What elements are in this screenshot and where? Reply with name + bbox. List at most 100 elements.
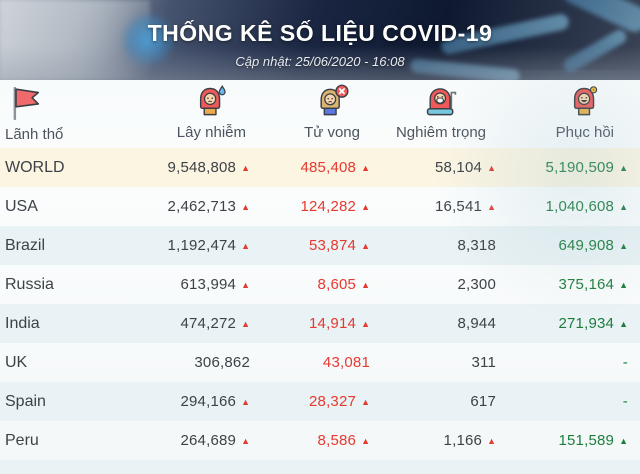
recovered-value: 151,589 bbox=[558, 431, 615, 449]
deaths-value: 485,408 bbox=[300, 158, 357, 176]
territory-cell: WORLD bbox=[5, 158, 65, 176]
deaths-cell: 53,874 ▲ bbox=[258, 237, 378, 255]
trend-up-icon: ▲ bbox=[241, 396, 250, 407]
update-timestamp: Cập nhật: 25/06/2020 - 16:08 bbox=[235, 54, 405, 69]
trend-up-icon: ▲ bbox=[241, 201, 250, 212]
serious-cell: 8,318 bbox=[378, 237, 500, 255]
trend-up-icon: ▲ bbox=[361, 162, 370, 173]
serious-value: 1,166 bbox=[443, 431, 483, 449]
deaths-cell: 8,605 ▲ bbox=[258, 276, 378, 294]
recovered-cell: 375,164 ▲ bbox=[500, 276, 640, 294]
recovered-cell: 271,934 ▲ bbox=[500, 315, 640, 333]
infected-cell: 474,272 ▲ bbox=[140, 315, 258, 333]
infected-person-icon bbox=[193, 84, 229, 120]
recovered-cell: - bbox=[500, 393, 640, 411]
recovered-value: - bbox=[622, 392, 628, 410]
serious-value: 8,318 bbox=[457, 236, 496, 254]
trend-up-icon: ▲ bbox=[241, 279, 250, 290]
serious-cell: 8,944 bbox=[378, 315, 500, 333]
deaths-cell: 14,914 ▲ bbox=[258, 315, 378, 333]
trend-up-icon: ▲ bbox=[241, 162, 250, 173]
banner-fade bbox=[0, 46, 640, 80]
trend-up-icon: ▲ bbox=[361, 240, 370, 251]
deaths-value: 43,081 bbox=[322, 353, 370, 371]
deaths-cell: 8,586 ▲ bbox=[258, 432, 378, 450]
infected-value: 2,462,713 bbox=[167, 197, 237, 215]
trend-up-icon: ▲ bbox=[241, 318, 250, 329]
table-row: Brazil 1,192,474 ▲ 53,874 ▲ 8,318 649,908 ▲ bbox=[0, 226, 640, 265]
deaths-value: 8,586 bbox=[317, 431, 357, 449]
table-row: Spain 294,166 ▲ 28,327 ▲ 617 - bbox=[0, 382, 640, 421]
serious-value: 16,541 bbox=[434, 197, 483, 215]
deaths-cell: 124,282 ▲ bbox=[258, 198, 378, 216]
infected-cell: 294,166 ▲ bbox=[140, 393, 258, 411]
serious-cell: 58,104 ▲ bbox=[378, 159, 500, 177]
recovered-person-icon bbox=[567, 84, 603, 120]
trend-up-icon: ▲ bbox=[619, 162, 628, 173]
recovered-cell: 649,908 ▲ bbox=[500, 237, 640, 255]
column-recovered: Phục hồi bbox=[500, 80, 640, 141]
infected-cell: 264,689 ▲ bbox=[140, 432, 258, 450]
table-body: WORLD 9,548,808 ▲ 485,408 ▲ 58,104 ▲ 5,190,… bbox=[0, 148, 640, 460]
territory-cell: Russia bbox=[5, 275, 54, 293]
recovered-cell: - bbox=[500, 354, 640, 372]
column-serious: Nghiêm trọng bbox=[378, 80, 500, 141]
column-label: Lãnh thổ bbox=[5, 126, 64, 143]
deceased-person-icon bbox=[314, 84, 350, 120]
table-row: India 474,272 ▲ 14,914 ▲ 8,944 271,934 ▲ bbox=[0, 304, 640, 343]
next-row-partial bbox=[0, 460, 640, 474]
table-row: Peru 264,689 ▲ 8,586 ▲ 1,166 ▲ 151,589 ▲ bbox=[0, 421, 640, 460]
recovered-value: 1,040,608 bbox=[545, 197, 615, 215]
column-label: Nghiêm trọng bbox=[395, 124, 486, 141]
trend-up-icon: ▲ bbox=[361, 435, 370, 446]
column-label: Lây nhiễm bbox=[176, 124, 246, 141]
infected-cell: 1,192,474 ▲ bbox=[140, 237, 258, 255]
territory-cell: Peru bbox=[5, 431, 39, 449]
flag-icon bbox=[5, 84, 45, 122]
deaths-cell: 43,081 bbox=[258, 354, 378, 372]
serious-cell: 1,166 ▲ bbox=[378, 432, 500, 450]
infected-value: 264,689 bbox=[180, 431, 237, 449]
table-row: Russia 613,994 ▲ 8,605 ▲ 2,300 375,164 ▲ bbox=[0, 265, 640, 304]
recovered-value: 649,908 bbox=[558, 236, 615, 254]
table-row: UK 306,862 43,081 311 - bbox=[0, 343, 640, 382]
serious-cell: 617 bbox=[378, 393, 500, 411]
recovered-cell: 1,040,608 ▲ bbox=[500, 198, 640, 216]
serious-value: 58,104 bbox=[434, 158, 483, 176]
serious-cell: 2,300 bbox=[378, 276, 500, 294]
territory-cell: UK bbox=[5, 353, 28, 371]
infected-value: 306,862 bbox=[194, 353, 250, 371]
trend-up-icon: ▲ bbox=[241, 435, 250, 446]
trend-up-icon: ▲ bbox=[487, 201, 496, 212]
table-header: Lãnh thổ Lây nhiễm bbox=[0, 80, 640, 148]
deaths-cell: 485,408 ▲ bbox=[258, 159, 378, 177]
territory-cell: Spain bbox=[5, 392, 46, 410]
serious-value: 311 bbox=[471, 353, 496, 371]
territory-cell: Brazil bbox=[5, 236, 46, 254]
deaths-value: 53,874 bbox=[308, 236, 357, 254]
recovered-cell: 151,589 ▲ bbox=[500, 432, 640, 450]
deaths-value: 124,282 bbox=[300, 197, 357, 215]
infected-cell: 306,862 bbox=[140, 354, 258, 372]
trend-up-icon: ▲ bbox=[361, 279, 370, 290]
column-infected: Lây nhiễm bbox=[140, 80, 258, 141]
serious-cell: 16,541 ▲ bbox=[378, 198, 500, 216]
critical-patient-icon bbox=[423, 84, 459, 120]
trend-up-icon: ▲ bbox=[619, 318, 628, 329]
recovered-value: 5,190,509 bbox=[545, 158, 615, 176]
column-deaths: Tử vong bbox=[258, 80, 378, 141]
territory-cell: India bbox=[5, 314, 40, 332]
trend-up-icon: ▲ bbox=[487, 435, 496, 446]
header-banner: THỐNG KÊ SỐ LIỆU COVID-19 Cập nhật: 25/0… bbox=[0, 0, 640, 80]
recovered-value: - bbox=[622, 353, 628, 371]
trend-up-icon: ▲ bbox=[241, 240, 250, 251]
infected-cell: 613,994 ▲ bbox=[140, 276, 258, 294]
trend-up-icon: ▲ bbox=[619, 240, 628, 251]
territory-cell: USA bbox=[5, 197, 38, 215]
recovered-value: 375,164 bbox=[558, 275, 615, 293]
serious-value: 2,300 bbox=[457, 275, 496, 293]
infected-value: 9,548,808 bbox=[167, 158, 237, 176]
recovered-cell: 5,190,509 ▲ bbox=[500, 159, 640, 177]
table-row: USA 2,462,713 ▲ 124,282 ▲ 16,541 ▲ 1,040,60… bbox=[0, 187, 640, 226]
